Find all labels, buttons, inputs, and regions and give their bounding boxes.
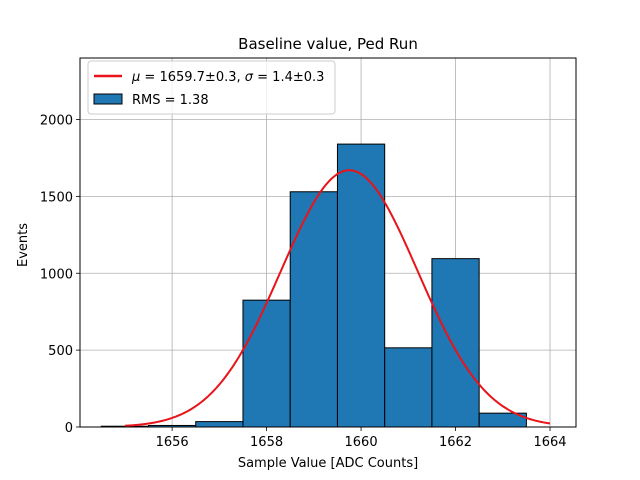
histogram-bar (337, 144, 384, 427)
chart-title: Baseline value, Ped Run (238, 35, 418, 53)
legend-mu-text: = 1659.7±0.3, (140, 70, 244, 85)
y-tick-label: 1000 (40, 267, 73, 282)
y-tick-label: 1500 (40, 190, 73, 205)
legend-fit-label: μ = 1659.7±0.3, σ = 1.4±0.3 (131, 70, 324, 85)
y-tick-label: 2000 (40, 114, 73, 129)
legend: μ = 1659.7±0.3, σ = 1.4±0.3 RMS = 1.38 (88, 61, 335, 114)
x-axis-label: Sample Value [ADC Counts] (238, 456, 418, 471)
histogram-bar (290, 192, 337, 427)
x-tick-label: 1662 (439, 435, 472, 450)
histogram-chart: Baseline value, Ped Run 1656 1658 1660 1662… (0, 0, 640, 480)
x-tick-label: 1658 (250, 435, 283, 450)
legend-sigma-text: = 1.4±0.3 (253, 70, 324, 85)
legend-box (88, 61, 335, 114)
y-tick-label: 500 (48, 344, 73, 359)
legend-histogram-label: RMS = 1.38 (132, 93, 209, 108)
x-tick-label: 1656 (156, 435, 189, 450)
x-tick-label: 1664 (533, 435, 566, 450)
histogram-bar (432, 259, 479, 427)
y-axis-label: Events (16, 223, 31, 267)
histogram-bar (243, 300, 290, 427)
x-tick-label: 1660 (345, 435, 378, 450)
legend-histogram-swatch (94, 94, 122, 104)
histogram-bar (385, 348, 432, 427)
histogram-bar (196, 422, 243, 427)
legend-mu-symbol: μ (131, 70, 140, 85)
y-tick-label: 0 (65, 421, 73, 436)
